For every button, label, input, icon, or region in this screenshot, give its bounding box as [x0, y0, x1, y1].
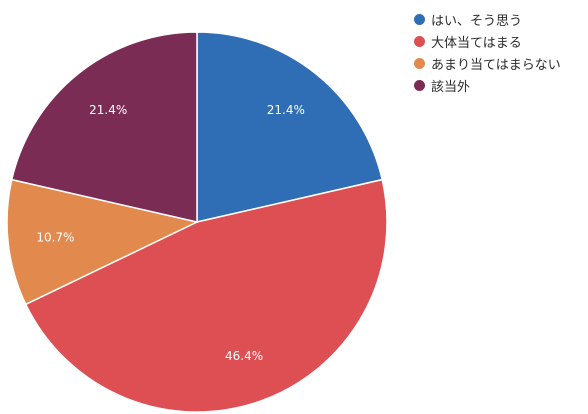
legend-swatch-mostly: [414, 36, 425, 47]
slice-mostly-label: 46.4%: [225, 349, 263, 363]
legend-label-yes: はい、そう思う: [431, 14, 523, 29]
slice-not-really-label: 10.7%: [36, 230, 74, 244]
legend: はい、そう思う 大体当てはまる あまり当てはまらない 該当外: [414, 10, 561, 95]
slice-not-applicable-label: 21.4%: [89, 103, 127, 117]
legend-label-not-really: あまり当てはまらない: [431, 58, 561, 73]
legend-swatch-not-really: [414, 58, 425, 69]
slice-not-really: [6, 178, 200, 306]
legend-label-not-applicable: 該当外: [431, 80, 471, 95]
slice-yes: [196, 31, 384, 223]
legend-item-yes: はい、そう思う: [414, 10, 561, 29]
legend-item-not-applicable: 該当外: [414, 76, 561, 95]
legend-item-mostly: 大体当てはまる: [414, 32, 561, 51]
slice-not-applicable: [10, 31, 198, 223]
legend-swatch-yes: [414, 14, 425, 25]
legend-label-mostly: 大体当てはまる: [431, 36, 522, 51]
legend-swatch-not-applicable: [414, 80, 425, 91]
slice-mostly: [24, 178, 388, 413]
slice-yes-label: 21.4%: [267, 103, 305, 117]
legend-item-not-really: あまり当てはまらない: [414, 54, 561, 73]
